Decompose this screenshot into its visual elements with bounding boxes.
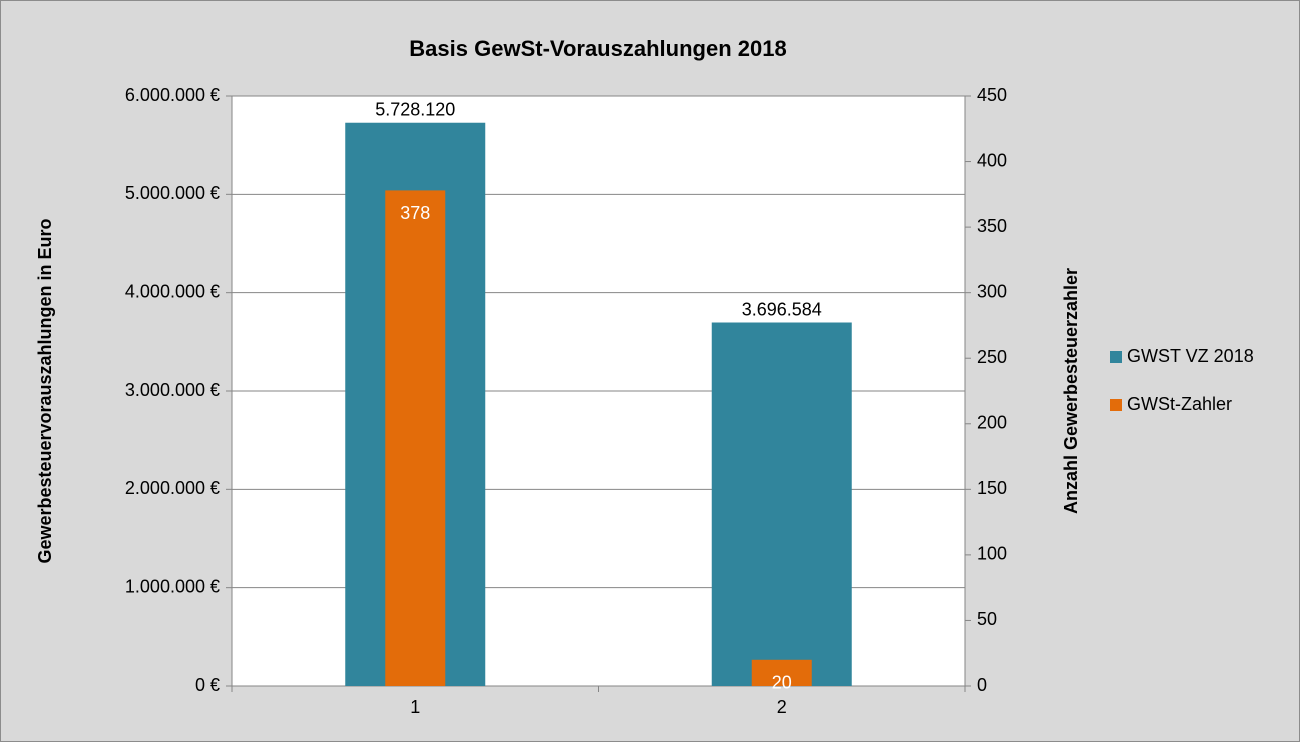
y2-axis-title: Anzahl Gewerbesteuerzahler [1061, 268, 1081, 514]
x-tick-label: 2 [777, 697, 787, 717]
y2-tick-label: 100 [977, 544, 1007, 564]
data-label: 3.696.584 [742, 299, 822, 319]
y2-tick-label: 0 [977, 675, 987, 695]
x-tick-label: 1 [410, 697, 420, 717]
y2-tick-label: 200 [977, 413, 1007, 433]
y-tick-label: 2.000.000 € [125, 478, 220, 498]
chart-title: Basis GewSt-Vorauszahlungen 2018 [409, 36, 786, 61]
y2-tick-label: 450 [977, 85, 1007, 105]
legend-label: GWSt-Zahler [1127, 394, 1232, 414]
legend-swatch [1110, 351, 1122, 363]
data-label: 378 [400, 203, 430, 223]
legend-label: GWST VZ 2018 [1127, 346, 1254, 366]
y2-tick-label: 350 [977, 216, 1007, 236]
bar [751, 659, 812, 686]
data-label: 5.728.120 [375, 99, 455, 119]
y-tick-label: 6.000.000 € [125, 85, 220, 105]
bar [711, 322, 852, 686]
legend-swatch [1110, 399, 1122, 411]
y-tick-label: 1.000.000 € [125, 576, 220, 596]
y-tick-label: 3.000.000 € [125, 380, 220, 400]
y2-tick-label: 400 [977, 150, 1007, 170]
y2-tick-label: 300 [977, 281, 1007, 301]
y-tick-label: 4.000.000 € [125, 281, 220, 301]
y2-tick-label: 50 [977, 609, 997, 629]
y-axis-title: Gewerbesteuervorauszahlungen in Euro [35, 218, 55, 563]
y-tick-label: 0 € [195, 675, 220, 695]
data-label: 20 [772, 673, 792, 693]
bar [385, 190, 446, 686]
y-tick-label: 5.000.000 € [125, 183, 220, 203]
y2-tick-label: 250 [977, 347, 1007, 367]
y2-tick-label: 150 [977, 478, 1007, 498]
